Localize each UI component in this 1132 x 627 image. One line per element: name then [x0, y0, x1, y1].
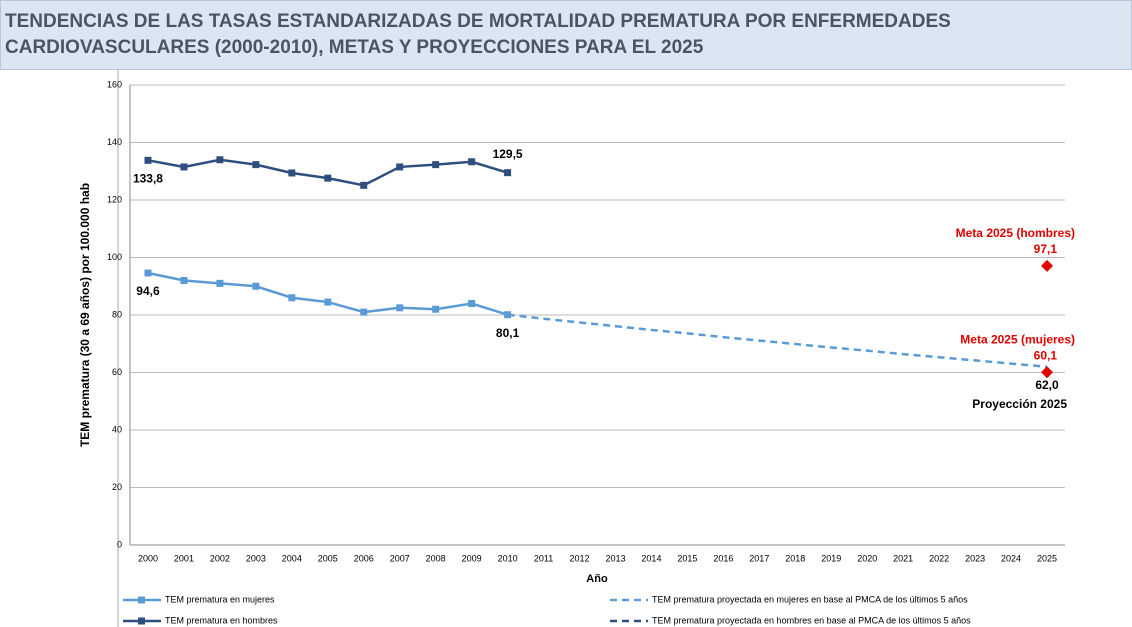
point: [216, 279, 224, 287]
point: [252, 282, 260, 290]
x-tick-label: 2001: [174, 553, 194, 563]
point: [288, 169, 296, 177]
x-tick-label: 2011: [534, 553, 553, 563]
value-label: 94,6: [136, 284, 160, 298]
y-tick-label: 0: [117, 539, 122, 549]
title-band: TENDENCIAS DE LAS TASAS ESTANDARIZADAS D…: [0, 0, 1132, 70]
x-tick-label: 2000: [138, 553, 158, 563]
series-line: [507, 313, 1048, 368]
x-tick-label: 2016: [713, 553, 733, 563]
target-value-label: 97,1: [1034, 242, 1058, 256]
target-marker: [1041, 366, 1054, 379]
legend-label: TEM prematura en mujeres: [165, 594, 275, 604]
x-tick-label: 2010: [498, 553, 518, 563]
point: [180, 277, 188, 284]
point: [468, 158, 476, 166]
y-tick-label: 60: [112, 367, 122, 377]
legend-label: TEM prematura proyectada en mujeres en b…: [652, 594, 968, 604]
x-tick-label: 2018: [785, 553, 805, 563]
point: [252, 161, 260, 169]
x-axis-label: Año: [586, 573, 608, 585]
legend-label: TEM prematura proyectada en hombres en b…: [652, 615, 971, 625]
y-tick-label: 100: [107, 252, 122, 262]
y-tick-label: 40: [112, 424, 122, 434]
x-tick-label: 2023: [965, 553, 985, 563]
x-tick-label: 2015: [677, 553, 697, 563]
x-tick-label: 2021: [893, 553, 913, 563]
x-tick-label: 2017: [749, 553, 769, 563]
x-tick-label: 2007: [390, 553, 410, 563]
target-label: Meta 2025 (hombres): [956, 226, 1075, 240]
point: [432, 161, 440, 169]
x-tick-label: 2002: [210, 553, 230, 563]
x-tick-label: 2005: [318, 553, 338, 563]
target-value-label: 60,1: [1034, 348, 1058, 362]
x-tick-label: 2012: [570, 553, 590, 563]
point: [324, 298, 332, 306]
point: [396, 304, 404, 312]
target-marker: [1041, 259, 1054, 272]
point: [144, 269, 152, 277]
x-tick-label: 2009: [462, 553, 482, 563]
y-tick-label: 140: [107, 137, 122, 147]
annotation: Proyección 2025: [972, 397, 1067, 411]
target-label: Meta 2025 (mujeres): [960, 332, 1075, 346]
x-tick-label: 2013: [605, 553, 625, 563]
value-label: 129,5: [493, 147, 523, 161]
point: [288, 294, 296, 302]
point: [396, 163, 404, 171]
x-tick-label: 2014: [641, 553, 661, 563]
y-axis-label: TEM prematura (30 a 69 años) por 100.000…: [78, 183, 92, 447]
point: [360, 181, 368, 189]
point: [144, 156, 152, 164]
x-tick-label: 2006: [354, 553, 374, 563]
y-tick-label: 120: [107, 194, 122, 204]
point: [360, 308, 368, 316]
legend-marker: [138, 596, 145, 604]
value-label: 62,0: [1035, 378, 1059, 392]
x-tick-label: 2025: [1037, 553, 1057, 563]
chart-title: TENDENCIAS DE LAS TASAS ESTANDARIZADAS D…: [5, 11, 951, 58]
point: [432, 305, 440, 313]
x-tick-label: 2003: [246, 553, 266, 563]
x-tick-label: 2020: [857, 553, 877, 563]
series-line: [147, 271, 508, 316]
x-tick-label: 2022: [929, 553, 949, 563]
y-tick-label: 20: [112, 482, 122, 492]
x-tick-label: 2004: [282, 553, 302, 563]
y-tick-label: 80: [112, 309, 122, 319]
value-label: 80,1: [496, 326, 520, 340]
point: [468, 300, 476, 307]
legend-label: TEM prematura en hombres: [165, 615, 278, 625]
x-tick-label: 2008: [426, 553, 446, 563]
point: [180, 163, 188, 171]
y-tick-label: 160: [107, 79, 122, 89]
x-tick-label: 2024: [1001, 553, 1021, 563]
x-tick-label: 2019: [821, 553, 841, 563]
point: [324, 174, 332, 182]
point: [216, 156, 224, 164]
value-label: 133,8: [133, 171, 163, 185]
legend-marker: [138, 617, 145, 625]
point: [504, 169, 512, 177]
